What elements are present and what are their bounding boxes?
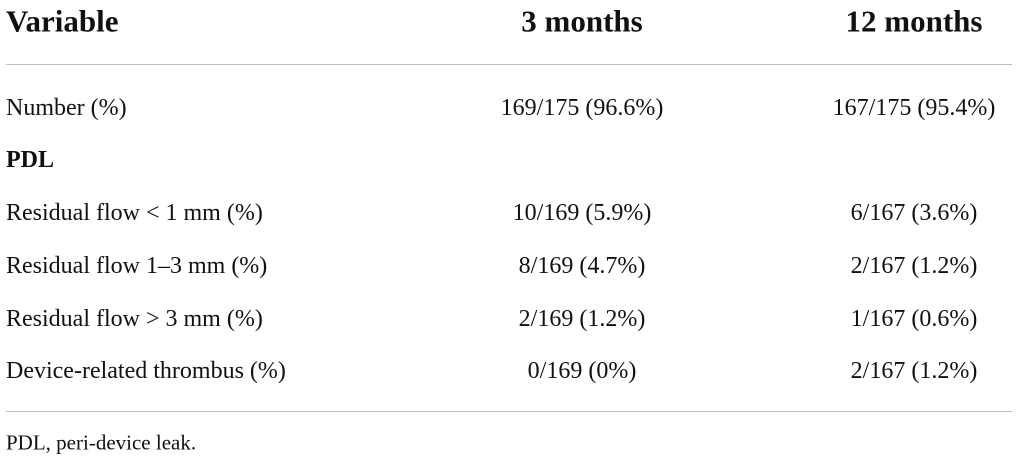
header-rule — [6, 64, 1012, 65]
cell-value: 0/169 (0%) — [527, 358, 637, 384]
row-label: Device-related thrombus (%) — [6, 358, 286, 384]
section-label: PDL — [6, 147, 54, 173]
footnote: PDL, peri-device leak. — [6, 430, 197, 455]
bottom-rule — [6, 411, 1012, 412]
row-label: Residual flow < 1 mm (%) — [6, 200, 263, 226]
column-header: 3 months — [521, 3, 643, 39]
row-label: Residual flow > 3 mm (%) — [6, 306, 263, 332]
cell-value: 2/167 (1.2%) — [850, 253, 978, 279]
cell-value: 169/175 (96.6%) — [500, 95, 664, 121]
cell-value: 2/167 (1.2%) — [850, 358, 978, 384]
cell-value: 2/169 (1.2%) — [518, 306, 646, 332]
row-label: Residual flow 1–3 mm (%) — [6, 253, 268, 279]
column-header: Variable — [6, 3, 119, 39]
cell-value: 1/167 (0.6%) — [850, 306, 978, 332]
cell-value: 6/167 (3.6%) — [850, 200, 978, 226]
row-label: Number (%) — [6, 95, 127, 121]
cell-value: 10/169 (5.9%) — [512, 200, 652, 226]
cell-value: 8/169 (4.7%) — [518, 253, 646, 279]
cell-value: 167/175 (95.4%) — [832, 95, 996, 121]
column-header: 12 months — [845, 3, 983, 39]
